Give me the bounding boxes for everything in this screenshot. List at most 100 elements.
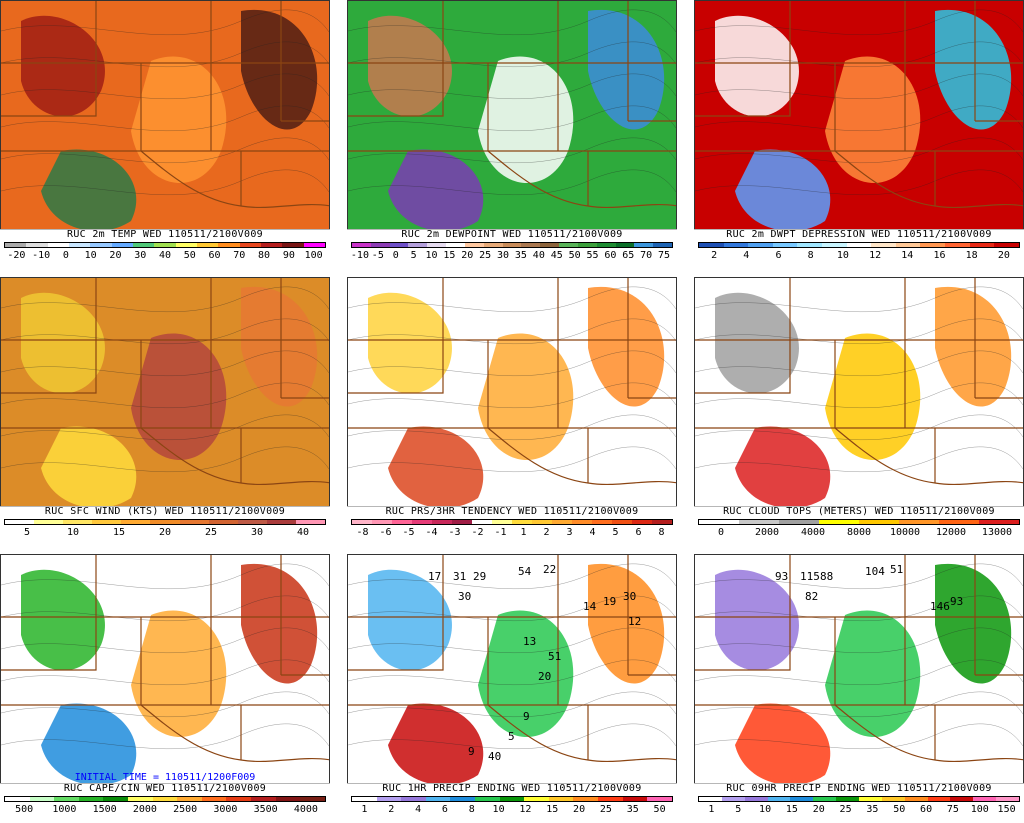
colorbar-swatch xyxy=(819,520,859,524)
colorbar-swatch xyxy=(68,243,91,247)
contour-line xyxy=(695,169,1023,196)
precip-label: 19 xyxy=(603,595,616,608)
contour-line xyxy=(348,446,676,473)
colorbar-swatch xyxy=(452,520,472,524)
colorbar-tick-label: 50 xyxy=(653,804,666,815)
contour-line xyxy=(348,350,676,377)
state-border xyxy=(1,617,97,671)
contour-line xyxy=(348,659,676,686)
colorbar-tick-label: -5 xyxy=(402,527,415,538)
precip-label: 82 xyxy=(805,590,818,603)
colorbar-tick-label: 15 xyxy=(785,804,798,815)
state-border xyxy=(348,63,444,117)
colorbar-tick-label: 18 xyxy=(965,250,978,261)
map-precip1hr: 17 31 29 30 54 22 14 19 30 12 13 51 20 9 5 9 40 xyxy=(347,554,677,784)
field-region xyxy=(935,9,1012,130)
colorbar-swatch xyxy=(152,797,178,801)
colorbar-tick-label: -10 xyxy=(350,250,369,261)
contour-line xyxy=(1,318,329,345)
colorbar-tick-label: -4 xyxy=(425,527,438,538)
contour-line xyxy=(1,350,329,377)
precip-label: 115 xyxy=(800,570,820,583)
colorbar-tick-label: 3 xyxy=(566,527,573,538)
contour-line xyxy=(1,563,329,590)
contour-line xyxy=(348,595,676,622)
colorbar-swatch xyxy=(540,243,560,247)
colorbar-tick-label: 35 xyxy=(626,804,639,815)
colorbar-tick-label: 90 xyxy=(282,250,295,261)
colorbar-tick-label: 12000 xyxy=(935,527,967,538)
panel-title: RUC 2m TEMP WED 110511/2100V009 xyxy=(0,229,330,240)
contour-line xyxy=(695,723,1023,750)
contour-line xyxy=(348,382,676,409)
colorbar-swatch xyxy=(790,797,814,801)
colorbar-swatch xyxy=(427,243,447,247)
colorbar xyxy=(698,519,1020,525)
colorbar-swatch xyxy=(653,243,673,247)
colorbar-swatch xyxy=(836,797,860,801)
colorbar-swatch xyxy=(90,243,112,247)
colorbar-tick-label: 55 xyxy=(586,250,599,261)
colorbar-swatch xyxy=(634,243,654,247)
contour-line xyxy=(1,73,329,100)
colorbar-swatch xyxy=(859,797,882,801)
colorbar-tick-label: 60 xyxy=(920,804,933,815)
precip-label: 93 xyxy=(775,570,788,583)
colorbar-swatch xyxy=(895,243,921,247)
colorbar-swatch xyxy=(352,520,372,524)
colorbar-swatch xyxy=(973,797,997,801)
colorbar-swatch xyxy=(303,243,325,247)
field-region xyxy=(715,292,799,394)
colorbar-tick-label: 14 xyxy=(901,250,914,261)
precip-label: 51 xyxy=(548,650,561,663)
panel-temp: RUC 2m TEMP WED 110511/2100V009 -20 -10 0 10… xyxy=(0,0,330,269)
colorbar-tick-label: 4000 xyxy=(800,527,826,538)
precip-label: 51 xyxy=(890,563,903,576)
colorbar-ticks: 2 4 6 8 10 12 14 16 18 20 xyxy=(698,250,1020,262)
state-border xyxy=(1,340,97,394)
colorbar-swatch xyxy=(201,797,227,801)
colorbar-tick-label: 50 xyxy=(893,804,906,815)
colorbar-swatch xyxy=(450,797,476,801)
colorbar-tick-label: 75 xyxy=(658,250,671,261)
panel-capecin: INITIAL TIME = 110511/1200F009 RUC CAPE/C… xyxy=(0,554,330,823)
precip-label: 9 xyxy=(468,745,475,758)
colorbar xyxy=(4,519,326,525)
colorbar-swatch xyxy=(446,243,465,247)
colorbar-tick-label: 3500 xyxy=(253,804,278,815)
precip-label: 54 xyxy=(518,565,532,578)
colorbar-swatch xyxy=(797,243,823,247)
colorbar-ticks: 1 2 4 6 8 10 12 15 20 25 35 50 xyxy=(351,804,673,816)
colorbar-swatch xyxy=(969,243,995,247)
state-border xyxy=(348,617,444,671)
colorbar-tick-label: 1 xyxy=(520,527,527,538)
colorbar-swatch xyxy=(552,520,572,524)
state-border xyxy=(695,63,791,117)
precip-label: 93 xyxy=(950,595,963,608)
map-cloudtops xyxy=(694,277,1024,507)
colorbar-swatch xyxy=(370,243,390,247)
colorbar-tick-label: 40 xyxy=(532,250,545,261)
colorbar-tick-label: 10 xyxy=(66,527,80,538)
colorbar-tick-label: 45 xyxy=(550,250,563,261)
colorbar-swatch xyxy=(218,243,240,247)
field-region xyxy=(715,569,799,671)
colorbar-tick-label: 25 xyxy=(839,804,852,815)
colorbar-swatch xyxy=(652,520,672,524)
colorbar-swatch xyxy=(559,243,578,247)
colorbar-swatch xyxy=(372,520,392,524)
colorbar-swatch xyxy=(150,520,180,524)
colorbar-swatch xyxy=(721,797,745,801)
colorbar-tick-label: 2 xyxy=(543,527,550,538)
colorbar-swatch xyxy=(175,243,197,247)
panel-title: RUC PRS/3HR TENDENCY WED 110511/2100V009 xyxy=(347,506,677,517)
contour-line xyxy=(695,73,1023,100)
colorbar-ticks: -10 -5 0 5 10 15 20 25 30 35 40 45 50 55 60 65 70 75 xyxy=(351,250,673,262)
field-region xyxy=(368,569,452,671)
colorbar-swatch xyxy=(376,797,402,801)
colorbar-swatch xyxy=(524,797,549,801)
colorbar-ticks: -8 -6 -5 -4 -3 -2 -1 1 2 3 4 5 6 8 xyxy=(351,527,673,539)
colorbar-swatch xyxy=(54,797,79,801)
contour-line xyxy=(695,105,1023,132)
colorbar-tick-label: 5 xyxy=(410,250,417,261)
